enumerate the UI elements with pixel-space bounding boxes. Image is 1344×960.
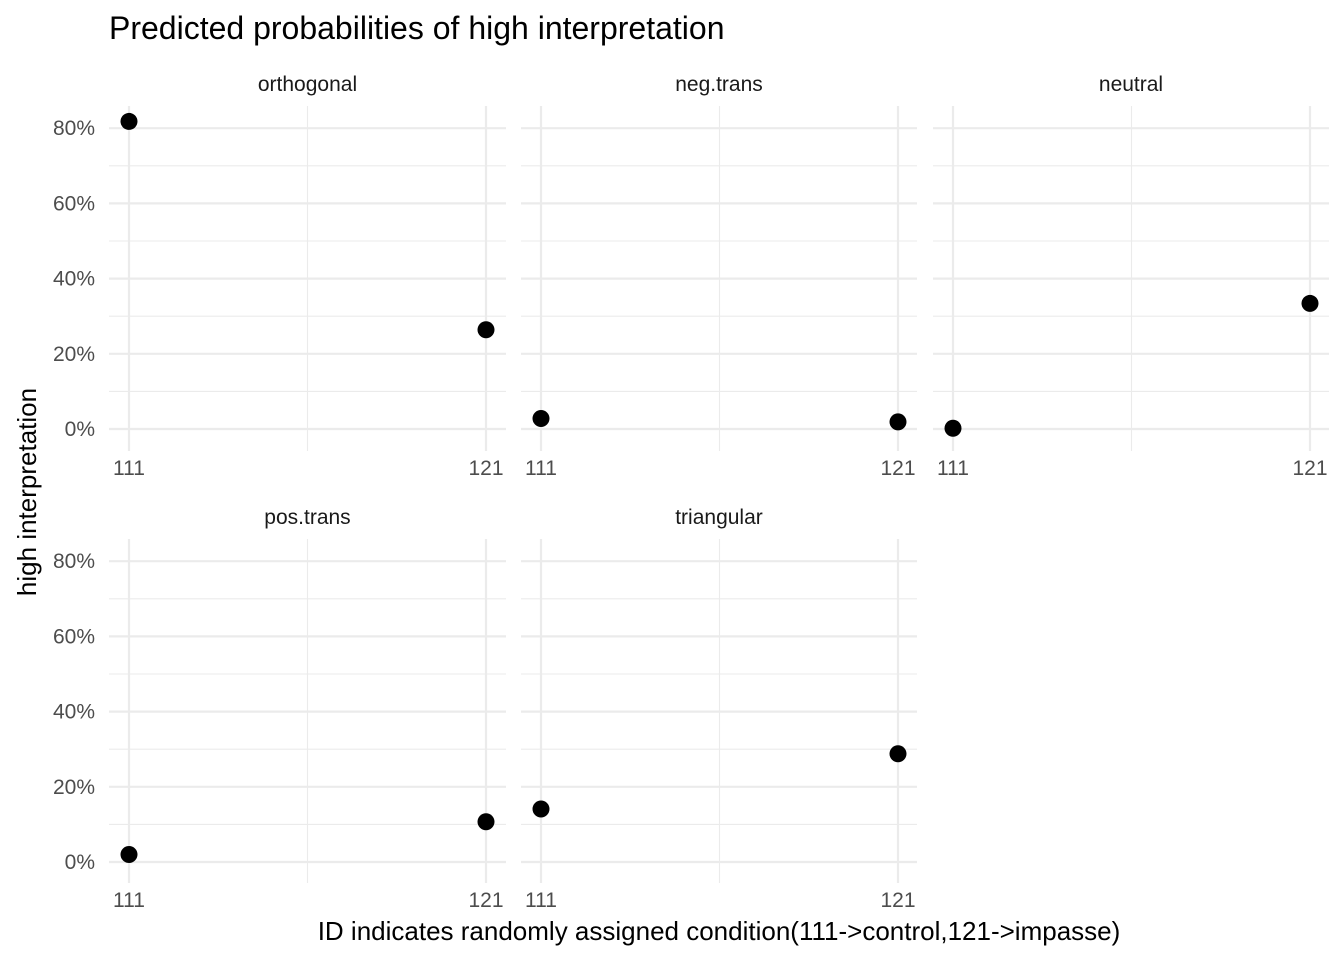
- x-tick-label: 111: [525, 889, 557, 912]
- facet-strip-label: triangular: [675, 506, 763, 529]
- x-tick-label: 111: [113, 889, 145, 912]
- facet-orthogonal: orthogonal 111 121 0% 20% 40% 60% 80%: [53, 73, 506, 480]
- data-point: [120, 845, 138, 863]
- data-point: [889, 413, 907, 431]
- x-tick-label: 121: [468, 889, 503, 912]
- y-axis-title: high interpretation: [12, 388, 42, 596]
- y-tick-label: 80%: [53, 117, 95, 140]
- y-tick-label: 40%: [53, 268, 95, 291]
- y-tick-label: 0%: [65, 418, 95, 441]
- y-tick-label: 0%: [65, 851, 95, 874]
- data-point: [477, 321, 495, 339]
- facet-panels: orthogonal 111 121 0% 20% 40% 60% 80% neg.trans 1…: [53, 73, 1329, 912]
- facet-neutral: neutral 111 121: [933, 73, 1329, 480]
- x-axis-title: ID indicates randomly assigned condition…: [318, 916, 1121, 946]
- y-tick-label: 40%: [53, 701, 95, 724]
- y-tick-label: 60%: [53, 625, 95, 648]
- data-point: [532, 409, 550, 427]
- data-point: [944, 419, 962, 437]
- x-tick-label: 111: [113, 457, 145, 480]
- x-tick-label: 121: [880, 457, 915, 480]
- x-tick-label: 111: [525, 457, 557, 480]
- y-tick-label: 80%: [53, 550, 95, 573]
- x-tick-label: 121: [1292, 457, 1327, 480]
- facet-pos-trans: pos.trans 111 121 0% 20% 40% 60% 80%: [53, 506, 506, 912]
- y-tick-label: 60%: [53, 192, 95, 215]
- x-tick-label: 121: [880, 889, 915, 912]
- data-point: [1301, 294, 1319, 312]
- facet-triangular: triangular 111 121: [521, 506, 917, 912]
- chart-title: Predicted probabilities of high interpre…: [109, 10, 724, 46]
- x-tick-label: 121: [468, 457, 503, 480]
- y-tick-label: 20%: [53, 343, 95, 366]
- y-tick-label: 20%: [53, 776, 95, 799]
- facet-strip-label: orthogonal: [258, 73, 357, 96]
- data-point: [477, 813, 495, 831]
- data-point: [889, 745, 907, 763]
- data-point: [532, 800, 550, 818]
- x-tick-label: 111: [937, 457, 969, 480]
- facet-strip-label: pos.trans: [264, 506, 350, 529]
- facet-strip-label: neg.trans: [675, 73, 763, 96]
- facet-neg-trans: neg.trans 111 121: [521, 73, 917, 480]
- data-point: [120, 112, 138, 130]
- facet-strip-label: neutral: [1099, 73, 1163, 96]
